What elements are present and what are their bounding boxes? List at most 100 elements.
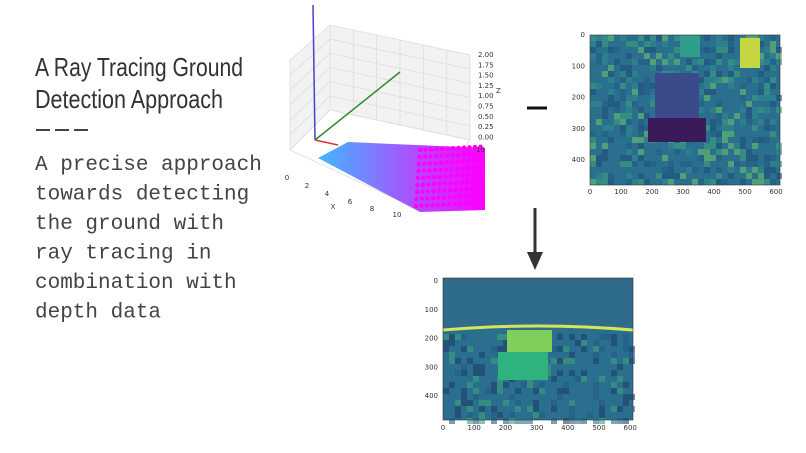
pixel-block	[611, 418, 617, 424]
ray-dot	[422, 154, 428, 159]
pixel-block	[710, 155, 716, 161]
pixel-block	[593, 394, 599, 400]
ray-dot	[472, 144, 478, 150]
pixel-block	[626, 173, 632, 179]
ray-dot	[463, 194, 469, 199]
pixel-block	[668, 173, 674, 179]
ray-dot	[421, 168, 427, 173]
pixel-block	[467, 400, 473, 406]
pixel-block	[467, 346, 473, 352]
pixel-block	[776, 59, 782, 65]
pixel-block	[644, 89, 650, 95]
pixel-block	[575, 418, 581, 424]
pixel-block	[632, 137, 638, 143]
pixel-block	[590, 155, 596, 161]
pixel-block	[599, 334, 605, 340]
pixel-block	[656, 173, 662, 179]
pixel-block	[758, 107, 764, 113]
pixel-block	[632, 155, 638, 161]
pixel-block	[710, 131, 716, 137]
z-tick-label: 1.00	[478, 92, 494, 100]
pixel-block	[617, 364, 623, 370]
pixel-block	[770, 65, 776, 71]
pixel-block	[593, 346, 599, 352]
ray-dot	[424, 203, 430, 208]
pixel-block	[746, 161, 752, 167]
pixel-block	[764, 173, 770, 179]
pixel-block	[509, 418, 515, 424]
pixel-block	[569, 418, 575, 424]
body-line: depth data	[35, 302, 161, 325]
ray-dot	[445, 146, 450, 151]
pixel-block	[557, 358, 563, 364]
pixel-block	[770, 83, 776, 89]
pixel-block	[632, 95, 638, 101]
ray-dot	[446, 202, 452, 207]
pixel-block	[740, 83, 746, 89]
pixel-block	[662, 35, 668, 41]
pixel-block	[617, 406, 623, 412]
pixel-block	[485, 400, 491, 406]
pixel-block	[674, 149, 680, 155]
pixel-block	[638, 47, 644, 53]
pixel-block	[620, 71, 626, 77]
pixel-block	[698, 59, 704, 65]
pixel-block	[704, 47, 710, 53]
ray-dot	[477, 158, 482, 163]
pixel-block	[716, 173, 722, 179]
pixel-block	[716, 101, 722, 107]
pixel-block	[758, 89, 764, 95]
pixel-block	[710, 83, 716, 89]
pixel-block	[704, 95, 710, 101]
pixel-block	[650, 59, 656, 65]
ray-dot	[461, 152, 466, 157]
y-tick-label: 200	[572, 94, 585, 102]
pixel-block	[497, 388, 503, 394]
grid-decor	[289, 38, 331, 76]
pixel-block	[674, 35, 680, 41]
ray-dot	[434, 146, 439, 152]
pixel-block	[638, 131, 644, 137]
pixel-block	[608, 125, 614, 131]
pixel-block	[710, 125, 716, 131]
pixel-block	[617, 346, 623, 352]
y-tick-label: 300	[572, 125, 585, 133]
pixel-block	[728, 161, 734, 167]
pixel-block	[461, 346, 467, 352]
pixel-block	[656, 149, 662, 155]
pixel-block	[497, 340, 503, 346]
pixel-block	[629, 406, 635, 412]
pixel-block	[758, 53, 764, 59]
pixel-block	[728, 47, 734, 53]
pixel-block	[650, 47, 656, 53]
pixel-block	[563, 376, 569, 382]
pixel-block	[686, 59, 692, 65]
arrow-head	[527, 252, 543, 270]
pixel-block	[776, 107, 782, 113]
pixel-block	[746, 173, 752, 179]
x-tick-label: 200	[499, 424, 512, 432]
ray-dot	[417, 147, 423, 153]
pixel-block	[638, 155, 644, 161]
pixel-block	[716, 149, 722, 155]
pixel-block	[503, 418, 509, 424]
pixel-block	[770, 131, 776, 137]
pixel-block	[515, 406, 521, 412]
ray-dot	[428, 154, 433, 159]
pixel-block	[740, 179, 746, 185]
pixel-block	[590, 143, 596, 149]
x-tick-label: 300	[530, 424, 543, 432]
pixel-block	[734, 149, 740, 155]
pixel-block	[623, 352, 629, 358]
pixel-block	[596, 161, 602, 167]
pixel-block	[746, 77, 752, 83]
pixel-block	[443, 382, 449, 388]
pixel-block	[776, 149, 782, 155]
pixel-block	[644, 77, 650, 83]
ray-dot	[459, 173, 465, 178]
pixel-block	[662, 41, 668, 47]
pixel-block	[629, 352, 635, 358]
pixel-block	[596, 83, 602, 89]
pixel-block	[449, 400, 455, 406]
